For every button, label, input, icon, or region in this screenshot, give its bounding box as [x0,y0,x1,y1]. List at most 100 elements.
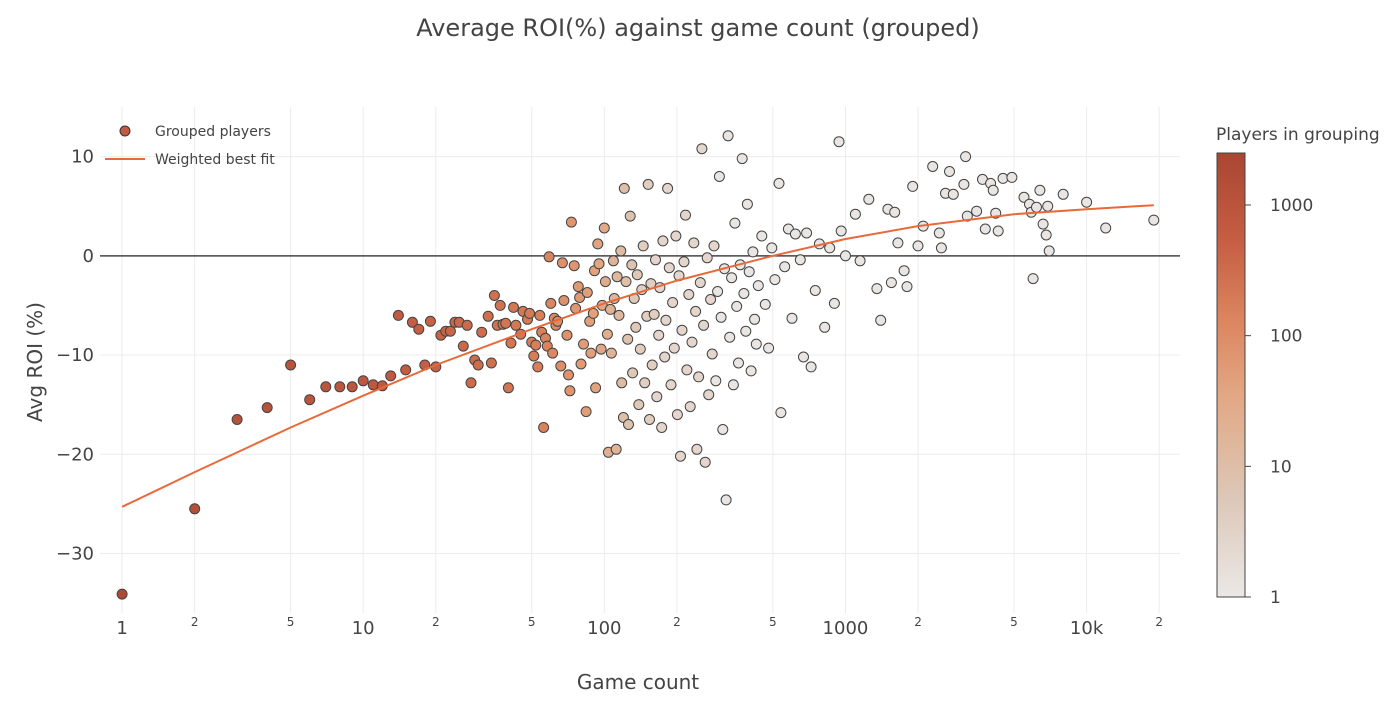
data-point [116,588,128,600]
data-point [657,235,669,247]
data-point [563,369,574,381]
data-point [574,292,586,303]
data-point [854,255,866,267]
data-point [1148,214,1160,226]
data-point [618,182,630,194]
data-point [849,208,861,220]
data-point [701,252,713,264]
data-point [472,359,484,371]
data-point [935,242,947,254]
data-point [334,381,346,393]
data-point [367,379,379,391]
data-point [773,177,785,189]
data-point [794,254,806,266]
data-point [703,389,715,401]
data-point [231,414,243,425]
data-point [505,337,517,349]
data-point [752,280,764,292]
x-minor-tick-label: 2 [914,615,922,629]
data-point [622,333,634,345]
data-point [749,313,761,325]
data-point [659,351,671,363]
data-point [502,382,514,394]
data-point [724,331,736,343]
data-point [406,316,418,328]
data-point [494,299,506,311]
data-point [828,297,840,309]
data-point [1042,200,1054,212]
data-point [1057,188,1069,200]
data-point [763,342,775,354]
data-point [488,290,500,301]
data-point [304,394,316,406]
data-point [992,225,1004,237]
data-point [1040,229,1052,241]
data-point [476,326,488,338]
data-point [1027,273,1039,285]
legend-label-grouped-players: Grouped players [155,124,271,140]
data-point [863,193,875,205]
data-point [1037,218,1049,230]
data-point [575,358,587,370]
x-minor-tick-label: 5 [1010,615,1018,629]
data-point [1034,184,1046,196]
x-axis-title: Game count [577,670,699,694]
data-point [694,277,706,289]
data-point [779,261,791,273]
y-axis-title: Avg ROI (%) [23,302,47,422]
legend-label-weighted-best-fit: Weighted best fit [155,152,275,168]
data-point [564,385,576,397]
data-point [598,222,610,234]
data-point [663,262,675,274]
data-point [798,351,809,363]
data-point [675,450,686,462]
data-point [650,254,661,266]
x-tick-label: 10 [352,618,375,639]
data-point [733,357,744,369]
data-point [568,260,580,272]
data-point [717,424,729,435]
data-point [616,377,628,389]
data-point [601,328,613,340]
data-point [840,250,851,262]
data-point [668,342,680,354]
data-point [727,379,739,391]
data-point [587,307,599,319]
data-point [898,265,910,277]
data-point [833,136,845,148]
data-point [561,329,573,341]
data-point [684,401,696,413]
data-point [580,406,592,418]
data-point [547,347,559,359]
y-tick-label: 10 [71,147,94,168]
data-point [627,367,639,379]
data-point [615,245,627,257]
data-point [686,336,698,348]
data-point [599,276,611,288]
data-point [648,308,660,320]
data-point [892,237,904,249]
data-point [646,359,658,371]
colorbar-gradient [1216,152,1246,598]
data-point [819,321,831,333]
data-point [805,361,817,373]
data-point [708,240,720,252]
data-point [633,399,645,411]
data-point [457,340,469,352]
data-point [665,379,677,391]
data-point [637,240,649,252]
data-point [693,371,705,383]
data-point [639,377,651,389]
data-point [722,130,734,142]
data-point [715,311,727,323]
data-point [585,347,597,359]
data-point [532,361,544,373]
data-point [660,314,672,326]
data-point [590,382,602,394]
data-point [631,269,643,281]
data-point [528,350,540,362]
data-point [545,297,557,309]
data-point [958,178,970,190]
colorbar-tick-label: 1000 [1270,196,1313,216]
